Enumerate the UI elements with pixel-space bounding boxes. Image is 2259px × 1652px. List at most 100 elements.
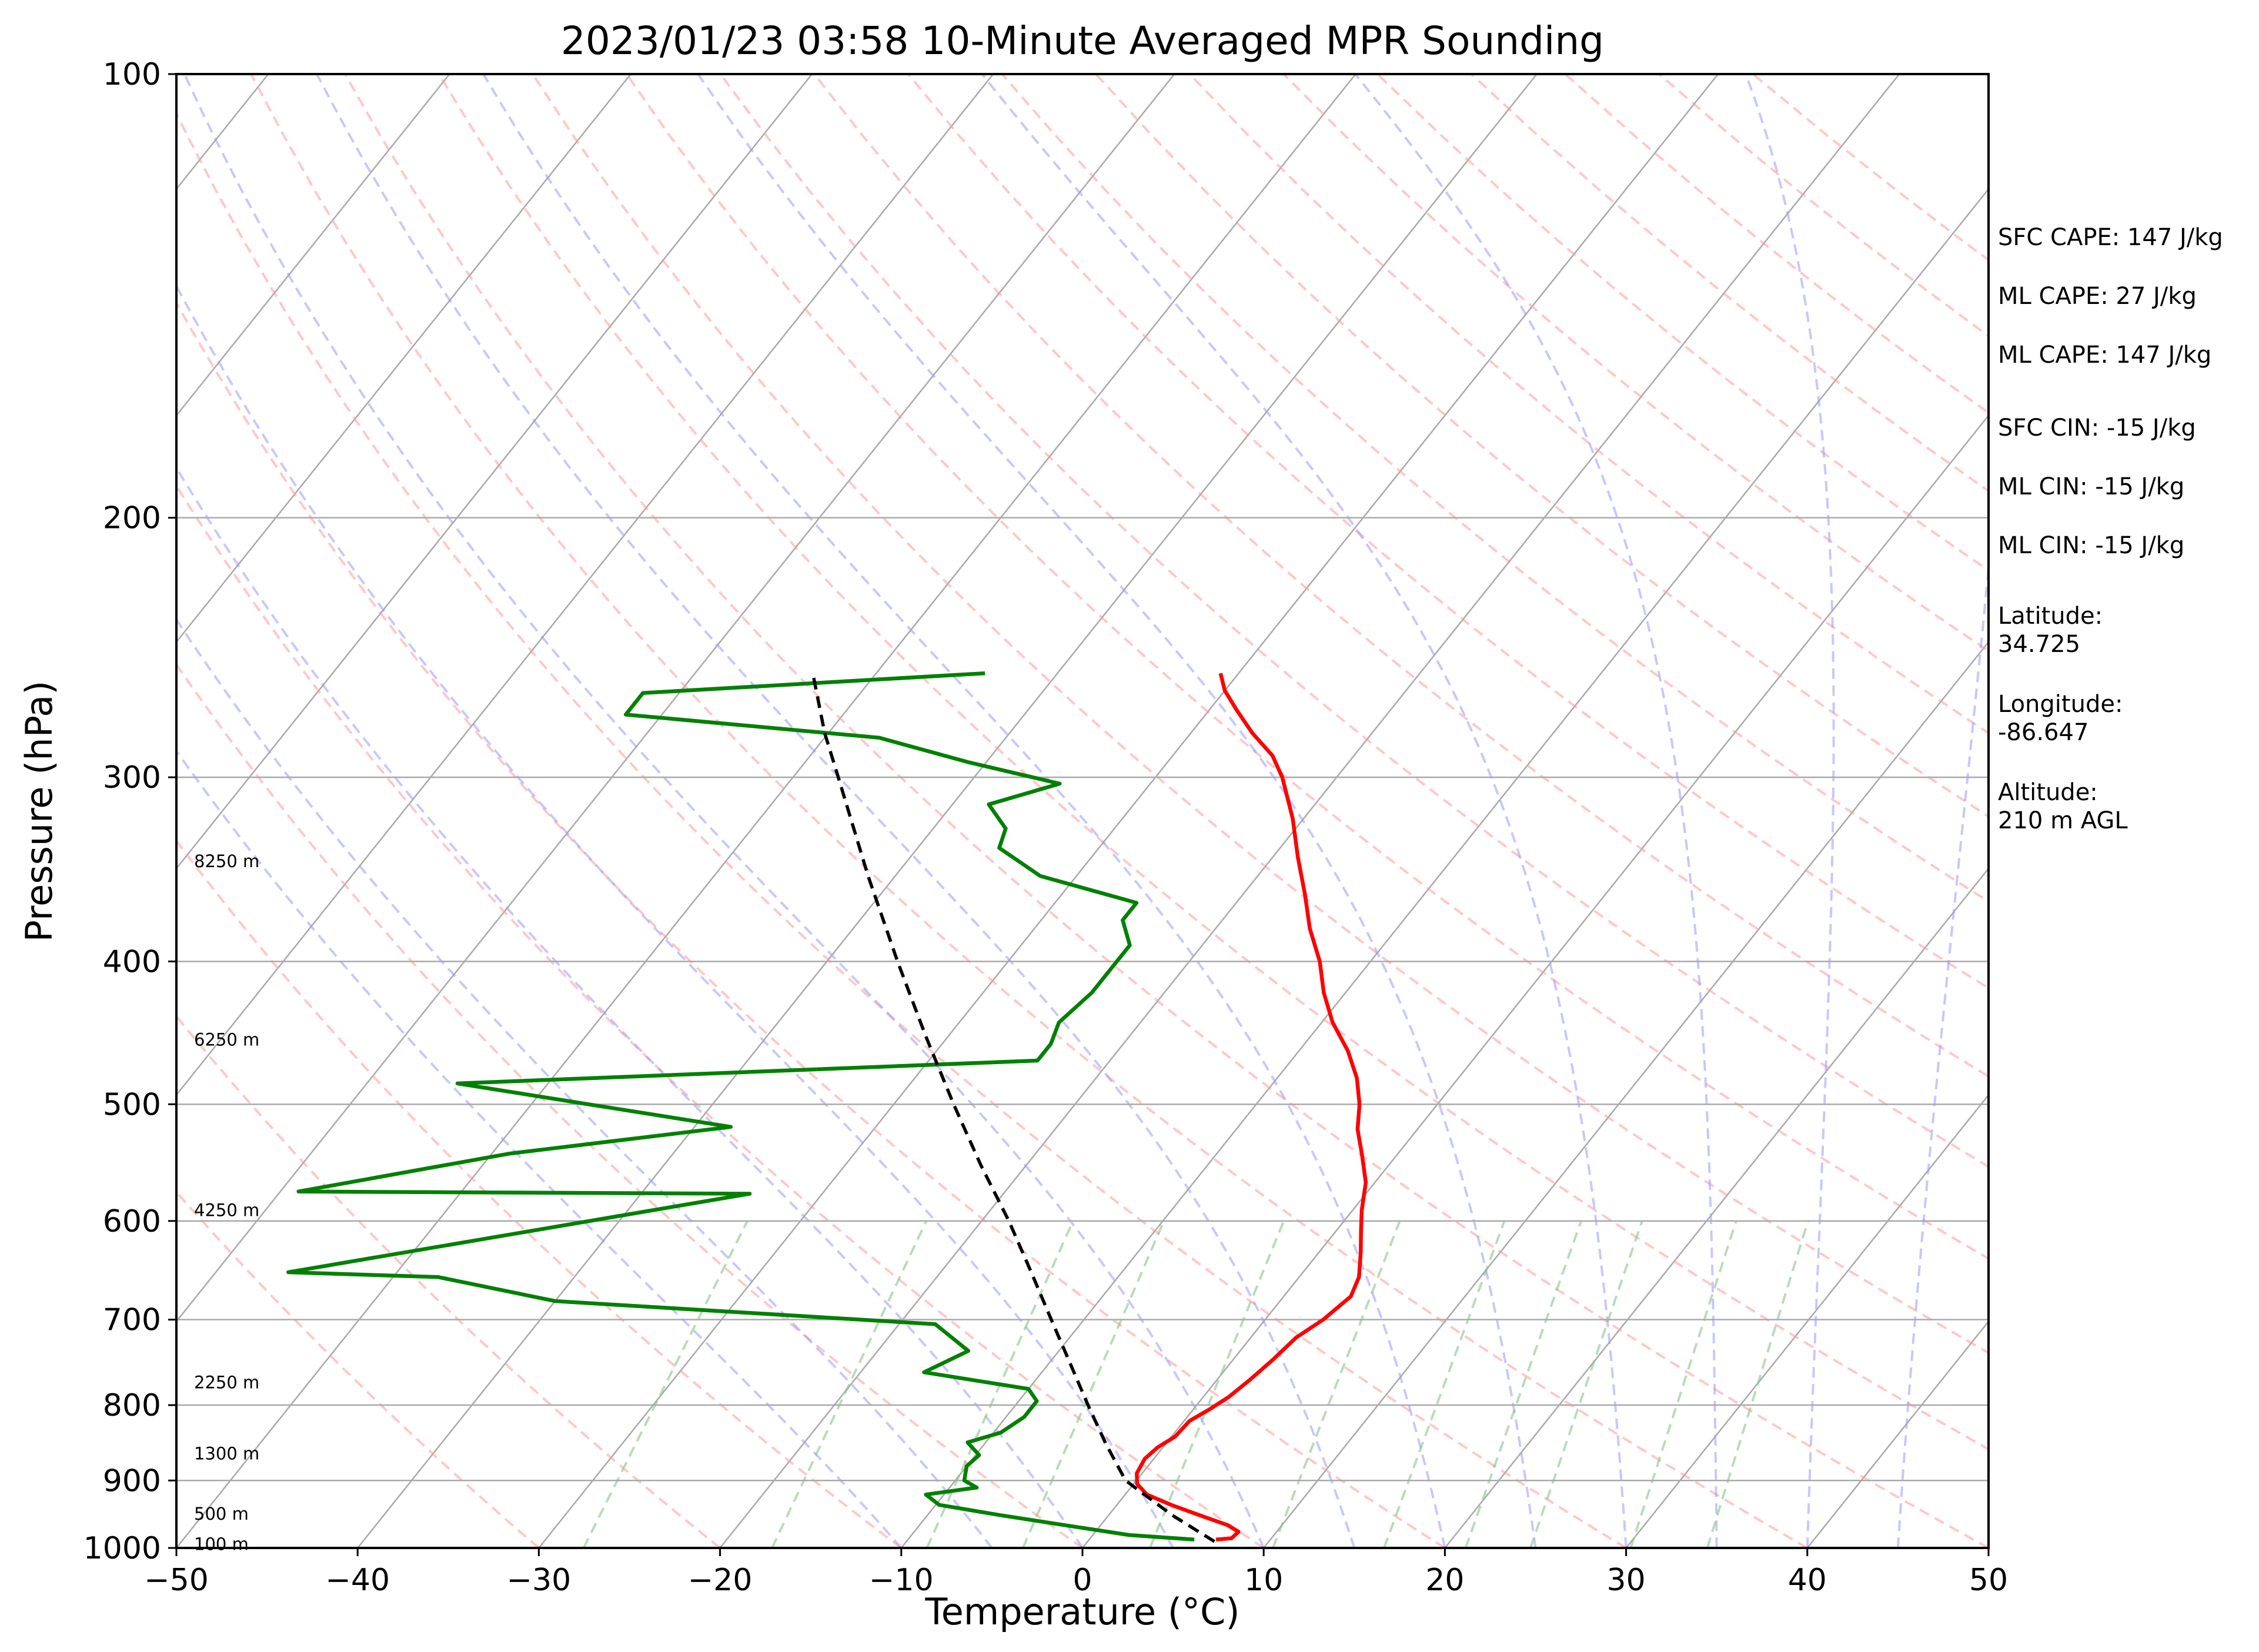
dry-adiabat-line — [176, 1190, 540, 1548]
y-tick-label: 300 — [103, 760, 161, 795]
moist-adiabat-line — [316, 74, 1356, 1548]
height-label: 100 m — [194, 1534, 249, 1554]
isotherm-line — [176, 74, 450, 417]
mixing-ratio-line — [1629, 1220, 1737, 1548]
y-tick-label: 200 — [103, 501, 161, 536]
x-tick-label: 30 — [1607, 1563, 1646, 1598]
moist-adiabat-line — [1745, 74, 1835, 1548]
moist-adiabat-line — [176, 748, 903, 1548]
isotherm-line — [1263, 640, 1989, 1548]
y-tick-label: 400 — [103, 944, 161, 979]
mixing-ratio-line — [1021, 1220, 1165, 1548]
y-tick-label: 500 — [103, 1087, 161, 1122]
dry-adiabat-line — [176, 1014, 721, 1548]
stat-ml-cin-1: ML CIN: -15 J/kg — [1998, 473, 2184, 500]
isotherm-line — [176, 74, 1175, 1323]
y-tick-label: 1000 — [83, 1531, 161, 1566]
mixing-ratio-line — [1383, 1220, 1506, 1548]
isotherm-line — [176, 74, 813, 870]
stat-ml-cape-2: ML CAPE: 147 J/kg — [1998, 342, 2211, 369]
height-label: 8250 m — [194, 851, 259, 871]
x-tick-label: 50 — [1969, 1563, 2008, 1598]
mixing-ratio-line — [771, 1220, 928, 1548]
y-tick-label: 100 — [103, 57, 161, 92]
isotherm-line — [1625, 1093, 1989, 1548]
y-tick-label: 600 — [103, 1204, 161, 1239]
isotherm-line — [176, 74, 631, 644]
x-tick-label: 0 — [1072, 1563, 1092, 1598]
x-tick-label: −20 — [688, 1563, 753, 1598]
height-label: 6250 m — [194, 1029, 259, 1049]
background-lines — [176, 74, 1989, 1548]
height-labels: 100 m 500 m 1300 m 2250 m 4250 m 6250 m 8250 m — [194, 851, 259, 1554]
isotherm-line — [176, 74, 1356, 1548]
isotherm-line — [1082, 414, 1989, 1548]
dry-adiabat-line — [176, 838, 903, 1548]
moist-adiabat-line — [981, 74, 1628, 1548]
dry-adiabat-line — [176, 300, 1446, 1548]
temperature-profile-line — [1135, 673, 1368, 1542]
isotherm-line — [900, 188, 1989, 1548]
height-label: 1300 m — [194, 1444, 259, 1464]
isotherm-line — [1444, 867, 1989, 1548]
longitude-label: Longitude: — [1998, 691, 2123, 718]
x-tick-label: −40 — [325, 1563, 390, 1598]
sounding-profiles — [286, 671, 1368, 1543]
latitude-label: Latitude: — [1998, 603, 2103, 630]
altitude-value: 210 m AGL — [1998, 807, 2128, 834]
mixing-ratio-line — [1529, 1220, 1643, 1548]
y-tick-label: 700 — [103, 1303, 161, 1338]
y-tick-label: 800 — [103, 1388, 161, 1423]
stat-ml-cape-1: ML CAPE: 27 J/kg — [1998, 283, 2197, 310]
moist-adiabat-line — [183, 74, 1265, 1548]
stats-panel: SFC CAPE: 147 J/kg ML CAPE: 27 J/kg ML C… — [1998, 224, 2223, 834]
isotherm-line — [719, 74, 1900, 1548]
moist-adiabat-line — [1354, 74, 1718, 1548]
altitude-label: Altitude: — [1998, 779, 2098, 806]
chart-title: 2023/01/23 03:58 10-Minute Averaged MPR … — [561, 18, 1604, 63]
moist-adiabat-line — [697, 74, 1537, 1548]
dry-adiabat-line — [907, 74, 1989, 990]
x-tick-label: −50 — [144, 1563, 209, 1598]
dry-adiabat-line — [176, 483, 1265, 1548]
mixing-ratio-line — [1148, 1220, 1285, 1548]
parcel-path-line — [811, 673, 1215, 1543]
mixing-ratio-line — [1464, 1220, 1582, 1548]
isotherm-line — [538, 74, 1719, 1548]
height-label: 2250 m — [194, 1372, 259, 1392]
latitude-value: 34.725 — [1998, 631, 2080, 658]
y-axis-ticks: 100 200 300 400 500 600 700 800 900 1000 — [83, 57, 176, 1566]
mixing-ratio-line — [1706, 1220, 1809, 1548]
y-tick-label: 900 — [103, 1463, 161, 1499]
y-axis-label: Pressure (hPa) — [18, 681, 61, 942]
moist-adiabat-line — [482, 74, 1446, 1548]
moist-adiabat-line — [176, 283, 1174, 1548]
dry-adiabat-line — [813, 74, 1989, 1078]
height-label: 4250 m — [194, 1200, 259, 1220]
x-tick-label: 40 — [1788, 1563, 1827, 1598]
dry-adiabat-line — [250, 74, 1808, 1548]
x-axis-label: Temperature (°C) — [924, 1590, 1239, 1633]
dry-adiabat-line — [176, 662, 1084, 1548]
stat-sfc-cin: SFC CIN: -15 J/kg — [1998, 414, 2196, 442]
x-tick-label: −30 — [507, 1563, 572, 1598]
stat-ml-cin-2: ML CIN: -15 J/kg — [1998, 532, 2184, 559]
mixing-ratio-line — [1272, 1220, 1401, 1548]
dry-adiabat-line — [176, 111, 1627, 1548]
mixing-ratio-line — [582, 1220, 748, 1548]
x-tick-label: 10 — [1244, 1563, 1283, 1598]
height-label: 500 m — [194, 1504, 249, 1524]
dry-adiabat-line — [719, 74, 1989, 1168]
dewpoint-profile-line — [286, 671, 1195, 1542]
isobar-gridlines — [176, 74, 1989, 1548]
dry-adiabat-line — [1001, 74, 1989, 903]
moist-adiabat-line — [176, 466, 1084, 1548]
x-axis-ticks: −50 −40 −30 −20 −10 0 10 20 30 40 50 — [144, 1548, 2008, 1598]
x-tick-label: −10 — [869, 1563, 934, 1598]
dry-adiabat-line — [344, 74, 1989, 1548]
dry-adiabat-line — [532, 74, 1989, 1355]
isotherm-line — [176, 74, 994, 1096]
stat-sfc-cape: SFC CAPE: 147 J/kg — [1998, 224, 2223, 251]
x-tick-label: 20 — [1425, 1563, 1464, 1598]
